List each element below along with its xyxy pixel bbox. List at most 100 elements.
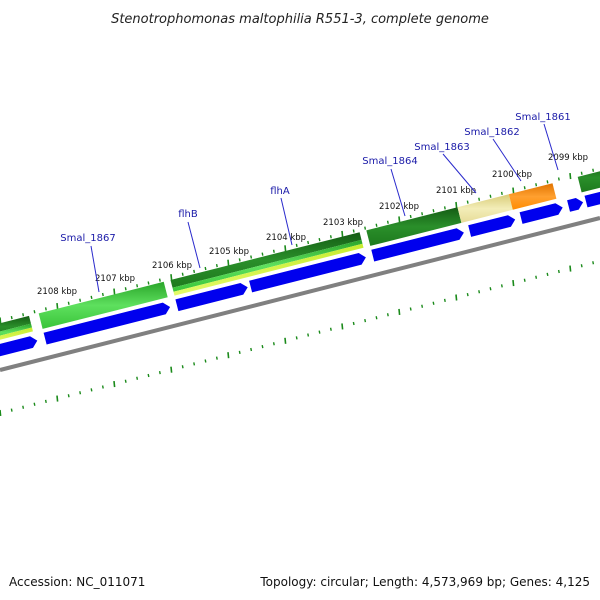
major-tick [569,173,572,180]
minor-tick [352,321,355,326]
cds-arrow[interactable] [43,302,171,345]
minor-tick [181,272,184,276]
position-label: 2107 kbp [95,274,135,284]
minor-tick [158,370,161,375]
conservation-segment[interactable] [172,239,363,292]
major-tick [341,230,344,237]
minor-tick [215,263,218,268]
minor-tick [295,336,298,340]
minor-tick [79,391,82,395]
major-tick [0,409,2,417]
minor-tick [580,264,583,268]
minor-tick [250,255,253,259]
minor-tick [500,191,503,196]
position-label: 2106 kbp [152,261,192,271]
minor-tick [489,287,492,291]
minor-tick [136,376,139,380]
position-label: 2102 kbp [379,202,419,212]
conservation-segment[interactable] [457,194,513,223]
conservation-segment[interactable] [170,232,362,288]
minor-tick [535,183,538,187]
minor-tick [307,240,310,245]
gene-label[interactable]: Smal_1864 [362,156,417,167]
minor-tick [147,373,150,378]
minor-tick [238,350,241,355]
leader-line [280,197,293,246]
gene-label[interactable]: Smal_1861 [515,112,570,123]
major-tick [56,395,59,402]
gene-label[interactable]: flhB [178,209,198,220]
minor-tick [466,200,469,204]
inner-tick-marks [0,261,595,417]
minor-tick [466,292,469,297]
major-tick [227,352,230,359]
position-label: 2103 kbp [323,218,363,228]
minor-tick [318,330,321,334]
minor-tick [409,307,412,311]
minor-tick [592,261,595,265]
minor-tick [79,298,82,302]
conservation-segment[interactable] [0,327,33,346]
minor-tick [67,301,70,305]
minor-tick [44,399,47,404]
major-tick [284,337,287,344]
minor-tick [158,278,161,282]
major-tick [341,323,344,330]
conservation-segment[interactable] [0,315,31,338]
minor-tick [67,394,70,398]
cds-arrow[interactable] [249,253,366,293]
major-tick [398,308,401,315]
cds-arrow[interactable] [0,336,38,360]
gene-label[interactable]: flhA [270,186,290,197]
leader-line [442,153,477,194]
minor-tick [261,344,264,349]
conservation-segment[interactable] [173,243,364,296]
gene-leader-lines [90,123,559,293]
minor-tick [546,272,549,277]
position-label: 2108 kbp [37,287,77,297]
cds-arrow[interactable] [519,203,563,224]
cds-arrow[interactable] [175,283,248,312]
minor-tick [386,220,389,224]
major-tick [455,201,458,209]
conservation-segment[interactable] [508,183,557,210]
minor-tick [124,287,127,291]
minor-tick [500,284,503,288]
minor-tick [352,229,355,233]
minor-tick [10,408,13,412]
major-tick [56,303,59,310]
cds-arrow[interactable] [371,228,464,262]
cds-arrow[interactable] [567,198,584,212]
leader-line [543,123,559,171]
genome-summary-text: Topology: circular; Length: 4,573,969 bp… [259,575,590,589]
conservation-segment[interactable] [577,163,600,193]
position-label: 2105 kbp [209,247,249,257]
genome-backbone [0,216,600,372]
gene-labels: Smal_1867 flhB flhA Smal_1864 Smal_1863 … [60,112,570,244]
major-tick [113,288,116,295]
minor-tick [329,235,332,239]
conservation-segment[interactable] [366,207,462,246]
major-tick [569,265,572,272]
map-title: Stenotrophomonas maltophilia R551-3, com… [111,12,489,27]
conservation-segment[interactable] [38,281,168,329]
gene-label[interactable]: Smal_1862 [464,127,519,138]
position-labels: 2108 kbp 2107 kbp 2106 kbp 2105 kbp 2104… [37,153,588,297]
cds-arrow[interactable] [468,215,516,237]
major-tick [113,381,116,388]
outer-tick-marks [0,168,595,324]
minor-tick [546,180,549,184]
cds-arrow[interactable] [584,184,600,208]
minor-tick [10,315,13,320]
conservation-segment[interactable] [0,323,32,342]
minor-tick [147,281,150,285]
gene-label[interactable]: Smal_1867 [60,233,115,244]
major-tick [398,216,401,223]
major-tick [170,274,173,281]
minor-tick [272,342,275,346]
major-tick [0,317,2,324]
major-tick [455,294,458,301]
minor-tick [307,333,310,337]
gene-label[interactable]: Smal_1863 [414,142,469,153]
